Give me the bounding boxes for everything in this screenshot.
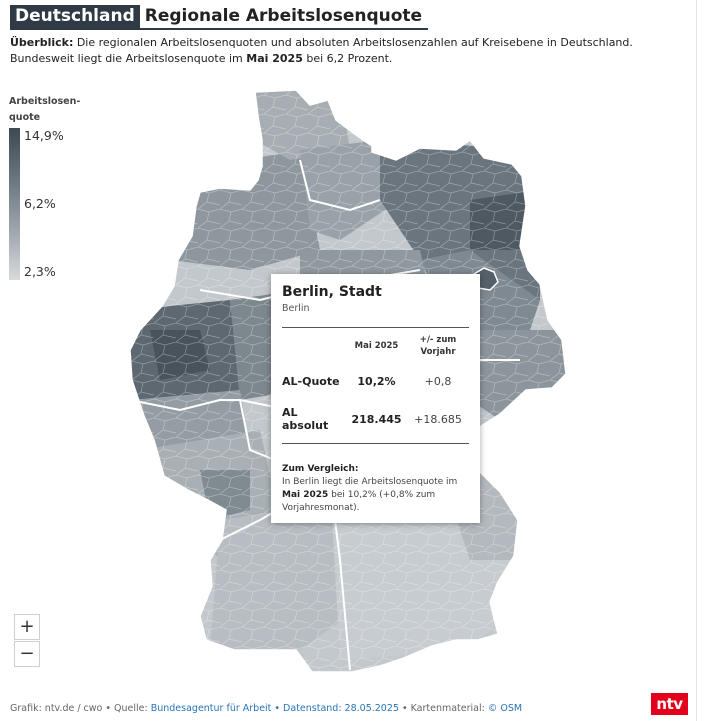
tooltip-divider [282,443,469,444]
tooltip-compare-text: In Berlin liegt die Arbeitslosenquote im… [282,477,458,513]
frame-border [696,0,697,721]
legend-title: Arbeitslosen-quote [9,96,81,123]
table-row: AL absolut 218.445 +18.685 [282,397,469,441]
footer-map-label: • Kartenmaterial: [398,703,488,714]
tooltip-divider [282,327,469,328]
row-change: +0,8 [424,375,452,388]
source-link[interactable]: Bundesagentur für Arbeit • Datenstand: 2… [150,703,399,714]
tooltip-compare-heading: Zum Vergleich: [282,464,359,474]
zoom-out-button[interactable]: − [14,641,40,667]
intro-month: Mai 2025 [246,52,303,65]
tooltip-col-current: Mai 2025 [354,341,399,351]
legend-mid-value: 6,2% [24,196,56,211]
title-main: Regionale Arbeitslosenquote [139,5,429,30]
tooltip-table: Mai 2025 +/- zum Vorjahr AL-Quote 10,2% … [282,332,469,441]
intro-text-1: Die regionalen Arbeitslosenquoten und ab… [10,36,633,65]
tooltip-state-name: Berlin [282,303,310,314]
row-value: 10,2% [357,375,396,388]
region-tooltip: Berlin, Stadt Berlin Mai 2025 +/- zum Vo… [271,274,480,523]
tooltip-region-name: Berlin, Stadt [282,284,382,300]
title-tag: Deutschland [10,5,140,30]
footer-prefix: Grafik: ntv.de / cwo • Quelle: [10,703,151,714]
tooltip-col-change: +/- zum Vorjahr [419,335,457,357]
row-change: +18.685 [414,412,462,426]
table-row: AL-Quote 10,2% +0,8 [282,366,469,397]
source-footer: Grafik: ntv.de / cwo • Quelle: Bundesage… [10,703,522,714]
legend-min-value: 2,3% [24,264,56,279]
legend-max-value: 14,9% [24,128,64,143]
row-value: 218.445 [351,412,402,426]
intro-text-2: bei 6,2 Prozent. [302,52,393,65]
zoom-in-button[interactable]: + [14,614,40,640]
intro-label: Überblick: [10,36,74,49]
intro-text: Überblick: Die regionalen Arbeitslosenqu… [10,35,685,67]
row-label: AL-Quote [282,375,340,388]
osm-link[interactable]: © OSM [487,703,523,714]
row-label: AL absolut [282,406,329,432]
chart-title: Deutschland Regionale Arbeitslosenquote [10,5,429,30]
ntv-logo[interactable]: ntv [651,693,688,715]
legend-color-scale [9,128,20,280]
